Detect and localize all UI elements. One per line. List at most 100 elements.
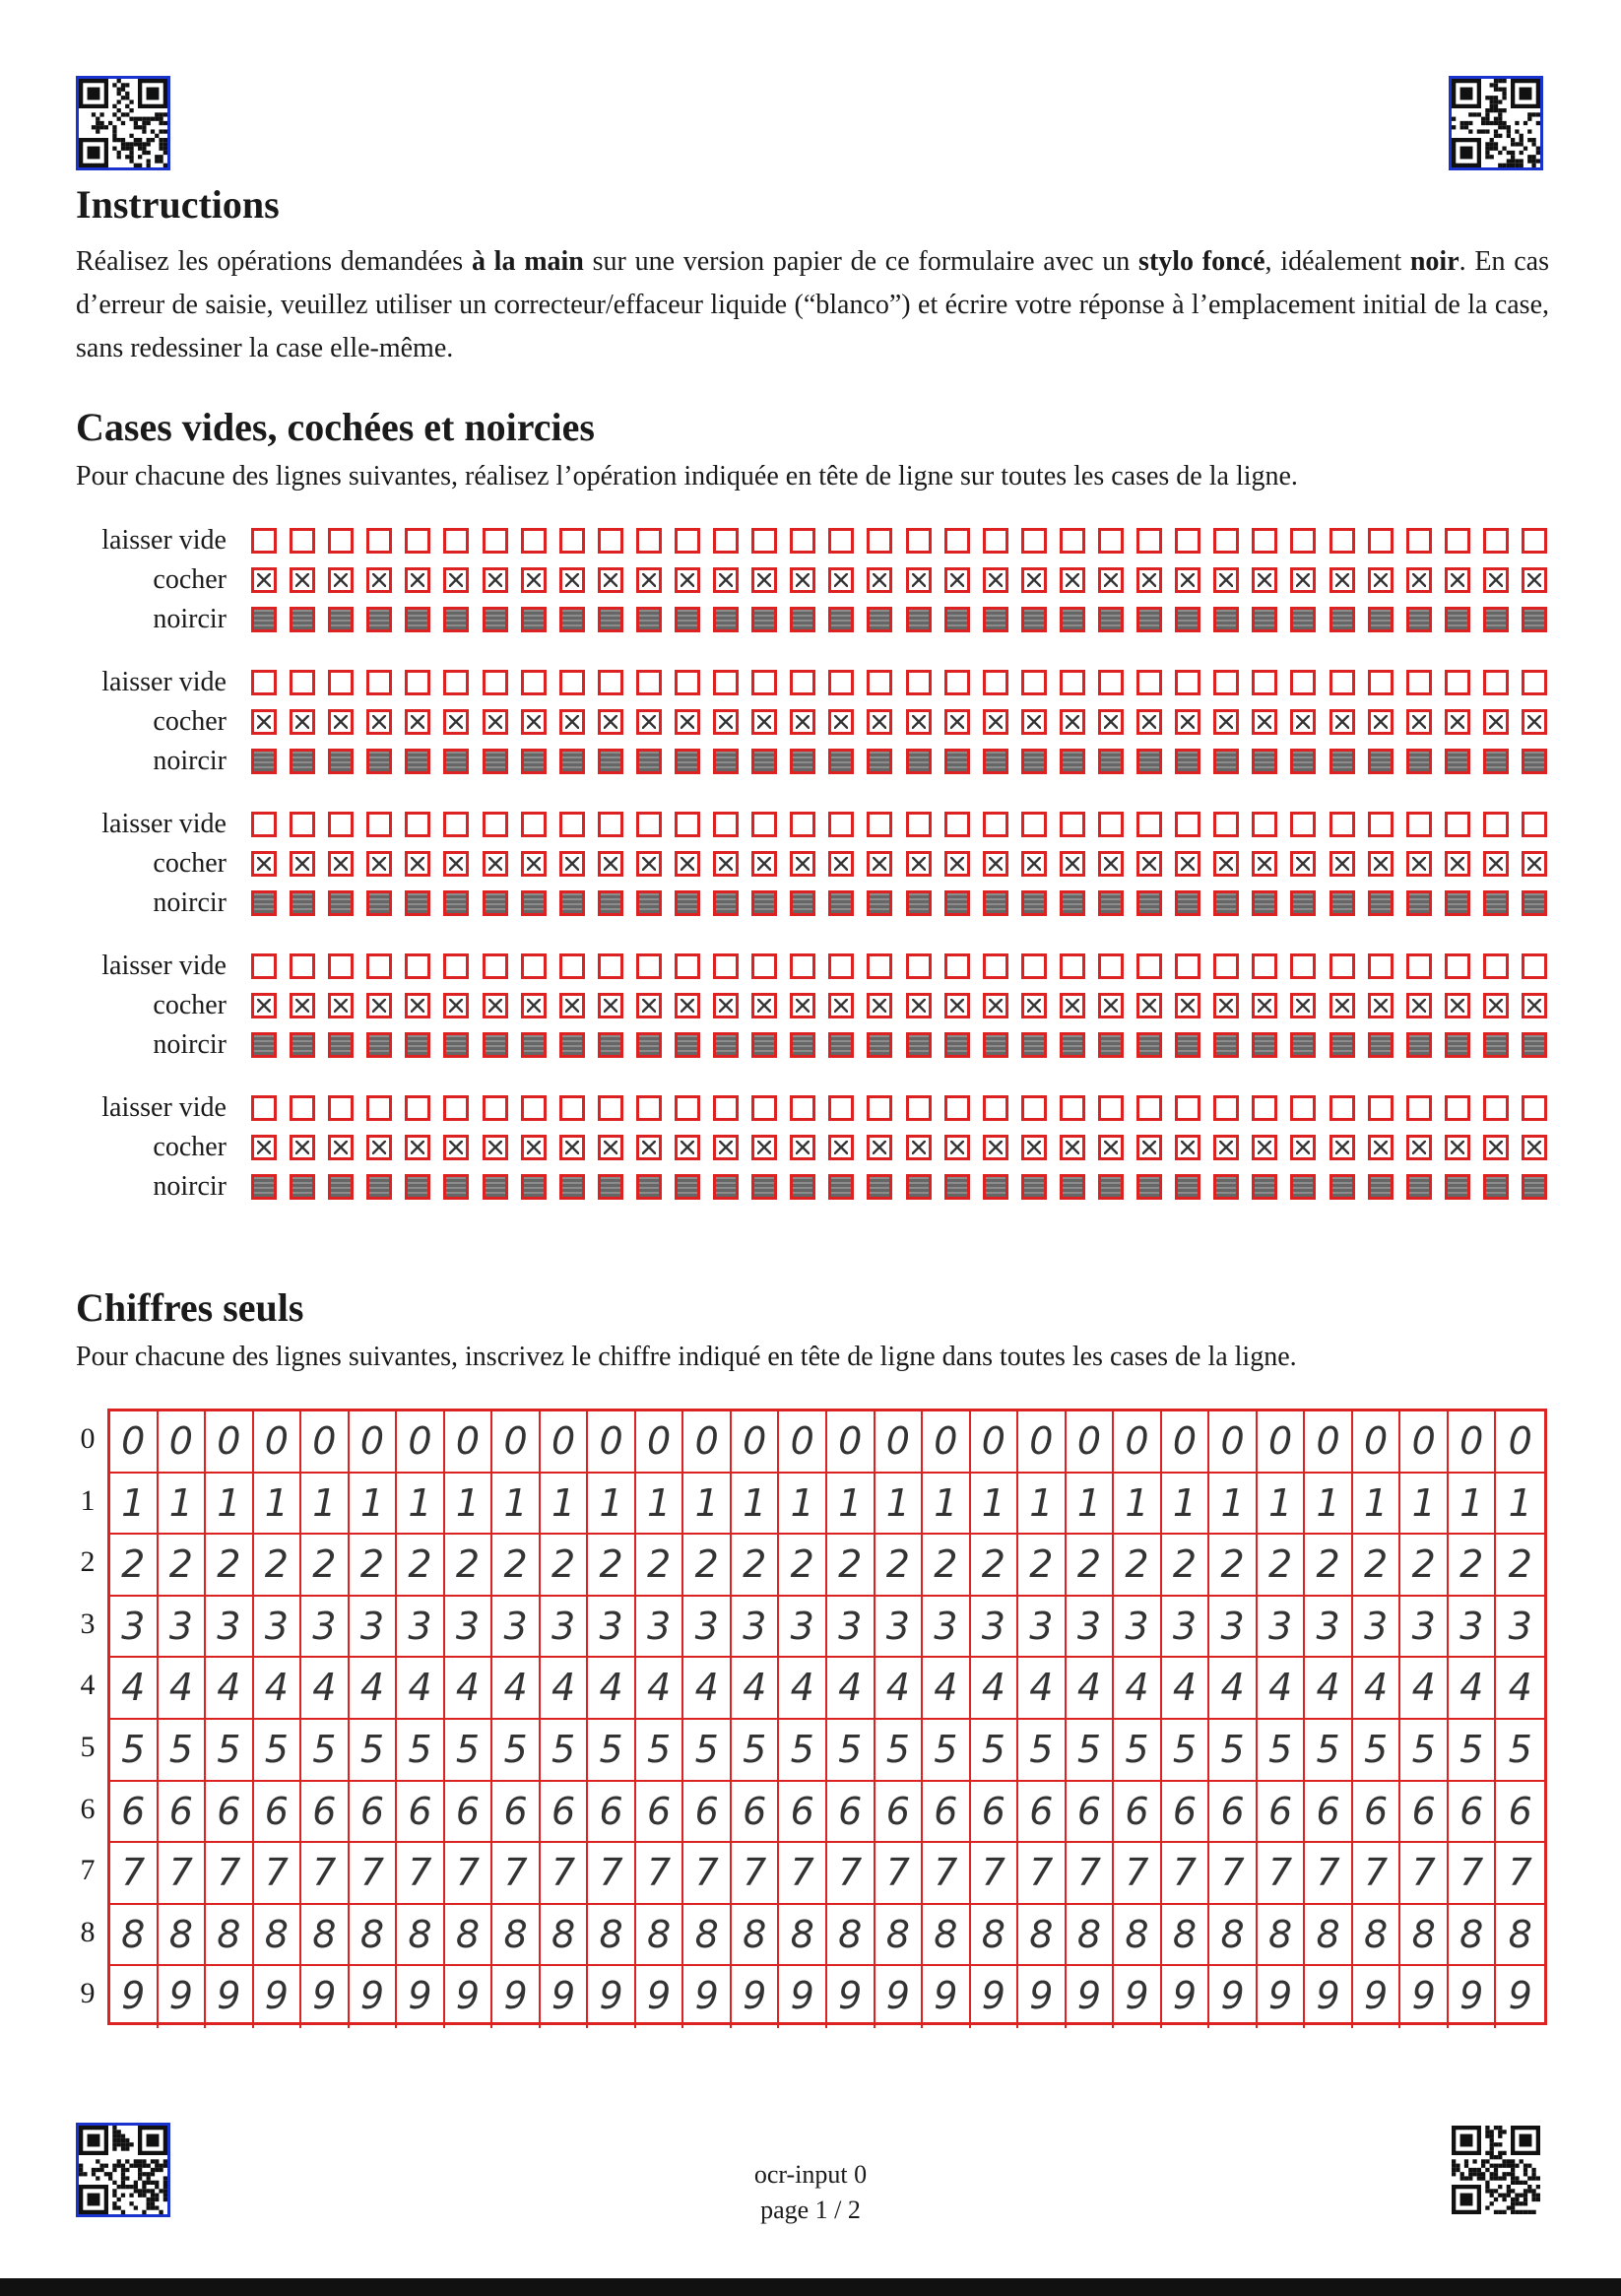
empty-checkbox[interactable] bbox=[982, 1095, 1008, 1121]
digit-cell[interactable]: 7 bbox=[1496, 1843, 1544, 1905]
digit-cell[interactable]: 3 bbox=[444, 1596, 493, 1659]
digit-cell[interactable]: 7 bbox=[779, 1843, 827, 1905]
digit-cell[interactable]: 5 bbox=[1066, 1720, 1115, 1782]
digit-cell[interactable]: 5 bbox=[779, 1720, 827, 1782]
empty-checkbox[interactable] bbox=[597, 670, 623, 695]
digit-cell[interactable]: 8 bbox=[827, 1904, 875, 1967]
filled-checkbox[interactable] bbox=[597, 1174, 623, 1200]
digit-cell[interactable]: 1 bbox=[970, 1473, 1019, 1536]
filled-checkbox[interactable] bbox=[867, 1032, 893, 1058]
digit-cell[interactable]: 8 bbox=[1257, 1904, 1306, 1967]
checked-checkbox[interactable] bbox=[675, 1135, 700, 1160]
empty-checkbox[interactable] bbox=[1482, 670, 1509, 695]
filled-checkbox[interactable] bbox=[328, 890, 355, 916]
filled-checkbox[interactable] bbox=[1175, 607, 1201, 632]
checked-checkbox[interactable] bbox=[520, 1135, 547, 1160]
empty-checkbox[interactable] bbox=[405, 670, 431, 695]
empty-checkbox[interactable] bbox=[905, 670, 932, 695]
digit-cell[interactable]: 6 bbox=[1496, 1782, 1544, 1844]
checked-checkbox[interactable] bbox=[1136, 567, 1163, 593]
digit-cell[interactable]: 3 bbox=[110, 1596, 159, 1659]
checked-checkbox[interactable] bbox=[905, 851, 932, 877]
digit-cell[interactable]: 2 bbox=[253, 1535, 302, 1597]
filled-checkbox[interactable] bbox=[482, 607, 508, 632]
digit-cell[interactable]: 7 bbox=[158, 1843, 207, 1905]
digit-cell[interactable]: 2 bbox=[875, 1535, 924, 1597]
digit-cell[interactable]: 2 bbox=[540, 1535, 589, 1597]
filled-checkbox[interactable] bbox=[1175, 890, 1201, 916]
checked-checkbox[interactable] bbox=[1482, 993, 1509, 1018]
digit-cell[interactable]: 2 bbox=[492, 1535, 541, 1597]
digit-cell[interactable]: 1 bbox=[1114, 1473, 1162, 1536]
empty-checkbox[interactable] bbox=[635, 812, 662, 837]
checked-checkbox[interactable] bbox=[251, 851, 277, 877]
filled-checkbox[interactable] bbox=[443, 890, 470, 916]
checked-checkbox[interactable] bbox=[482, 851, 508, 877]
digit-cell[interactable]: 2 bbox=[1496, 1535, 1544, 1597]
digit-cell[interactable]: 7 bbox=[492, 1843, 541, 1905]
digit-cell[interactable]: 5 bbox=[1352, 1720, 1401, 1782]
empty-checkbox[interactable] bbox=[558, 812, 585, 837]
filled-checkbox[interactable] bbox=[405, 890, 431, 916]
digit-cell[interactable]: 6 bbox=[1352, 1781, 1401, 1844]
filled-checkbox[interactable] bbox=[751, 607, 778, 632]
digit-cell[interactable]: 1 bbox=[1352, 1473, 1401, 1536]
checked-checkbox[interactable] bbox=[1290, 709, 1317, 735]
checked-checkbox[interactable] bbox=[405, 567, 431, 593]
empty-checkbox[interactable] bbox=[328, 812, 355, 837]
empty-checkbox[interactable] bbox=[366, 528, 393, 554]
digit-cell[interactable]: 8 bbox=[301, 1904, 350, 1967]
filled-checkbox[interactable] bbox=[597, 890, 623, 916]
empty-checkbox[interactable] bbox=[635, 670, 662, 695]
empty-checkbox[interactable] bbox=[1020, 953, 1047, 979]
digit-cell[interactable]: 3 bbox=[253, 1596, 302, 1659]
filled-checkbox[interactable] bbox=[482, 890, 508, 916]
empty-checkbox[interactable] bbox=[1444, 1095, 1470, 1121]
filled-checkbox[interactable] bbox=[1290, 1032, 1317, 1058]
filled-checkbox[interactable] bbox=[366, 607, 393, 632]
checked-checkbox[interactable] bbox=[1522, 709, 1547, 735]
filled-checkbox[interactable] bbox=[1482, 1174, 1509, 1200]
digit-cell[interactable]: 2 bbox=[1018, 1535, 1067, 1597]
filled-checkbox[interactable] bbox=[751, 749, 778, 774]
digit-cell[interactable]: 5 bbox=[110, 1720, 159, 1782]
filled-checkbox[interactable] bbox=[867, 1174, 893, 1200]
filled-checkbox[interactable] bbox=[558, 607, 585, 632]
digit-cell[interactable]: 2 bbox=[1257, 1535, 1306, 1597]
digit-cell[interactable]: 1 bbox=[1209, 1473, 1258, 1536]
digit-cell[interactable]: 1 bbox=[923, 1473, 971, 1536]
digit-cell[interactable]: 6 bbox=[875, 1781, 924, 1844]
checked-checkbox[interactable] bbox=[943, 709, 970, 735]
digit-cell[interactable]: 6 bbox=[779, 1781, 827, 1844]
empty-checkbox[interactable] bbox=[1175, 670, 1201, 695]
empty-checkbox[interactable] bbox=[1059, 670, 1085, 695]
empty-checkbox[interactable] bbox=[675, 812, 700, 837]
digit-cell[interactable]: 2 bbox=[779, 1535, 827, 1597]
empty-checkbox[interactable] bbox=[290, 528, 316, 554]
filled-checkbox[interactable] bbox=[1522, 890, 1547, 916]
filled-checkbox[interactable] bbox=[251, 749, 277, 774]
empty-checkbox[interactable] bbox=[635, 953, 662, 979]
filled-checkbox[interactable] bbox=[905, 749, 932, 774]
empty-checkbox[interactable] bbox=[713, 670, 740, 695]
checked-checkbox[interactable] bbox=[713, 567, 740, 593]
checked-checkbox[interactable] bbox=[1444, 993, 1470, 1018]
filled-checkbox[interactable] bbox=[943, 890, 970, 916]
filled-checkbox[interactable] bbox=[1136, 1032, 1163, 1058]
checked-checkbox[interactable] bbox=[443, 709, 470, 735]
checked-checkbox[interactable] bbox=[1482, 567, 1509, 593]
digit-cell[interactable]: 0 bbox=[827, 1411, 875, 1474]
empty-checkbox[interactable] bbox=[828, 670, 855, 695]
digit-cell[interactable]: 6 bbox=[635, 1781, 684, 1844]
filled-checkbox[interactable] bbox=[290, 1032, 316, 1058]
digit-cell[interactable]: 7 bbox=[1018, 1843, 1067, 1905]
checked-checkbox[interactable] bbox=[1020, 567, 1047, 593]
digit-cell[interactable]: 7 bbox=[540, 1843, 589, 1905]
checked-checkbox[interactable] bbox=[828, 851, 855, 877]
digit-cell[interactable]: 9 bbox=[1400, 1966, 1449, 2028]
checked-checkbox[interactable] bbox=[828, 709, 855, 735]
checked-checkbox[interactable] bbox=[328, 1135, 355, 1160]
filled-checkbox[interactable] bbox=[982, 890, 1008, 916]
checked-checkbox[interactable] bbox=[713, 709, 740, 735]
digit-cell[interactable]: 8 bbox=[1448, 1904, 1497, 1967]
